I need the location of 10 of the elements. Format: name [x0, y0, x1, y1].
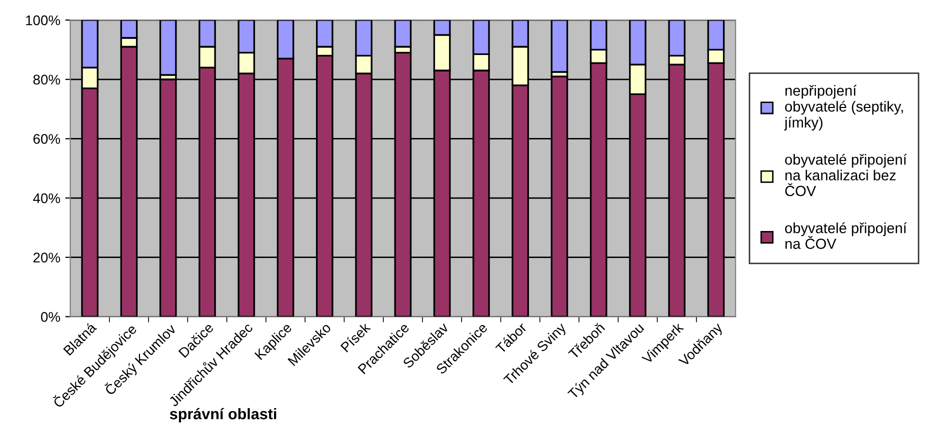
y-tick-label: 40% — [33, 193, 60, 204]
legend-label: obyvatelé připojení na kanalizaci bez ČOV — [785, 154, 907, 196]
y-tick-label: 60% — [33, 134, 60, 144]
y-tick-label: 20% — [33, 252, 60, 263]
y-tick-label: 80% — [33, 74, 60, 85]
y-tick-label: 0% — [41, 312, 60, 322]
y-tick-label: 100% — [26, 15, 60, 26]
legend-label: nepřipojení obyvatelé (septiky, jímky) — [784, 84, 903, 130]
x-axis-title: správní oblasti — [170, 408, 276, 422]
legend-label: obyvatelé připojení na ČOV — [785, 222, 907, 249]
